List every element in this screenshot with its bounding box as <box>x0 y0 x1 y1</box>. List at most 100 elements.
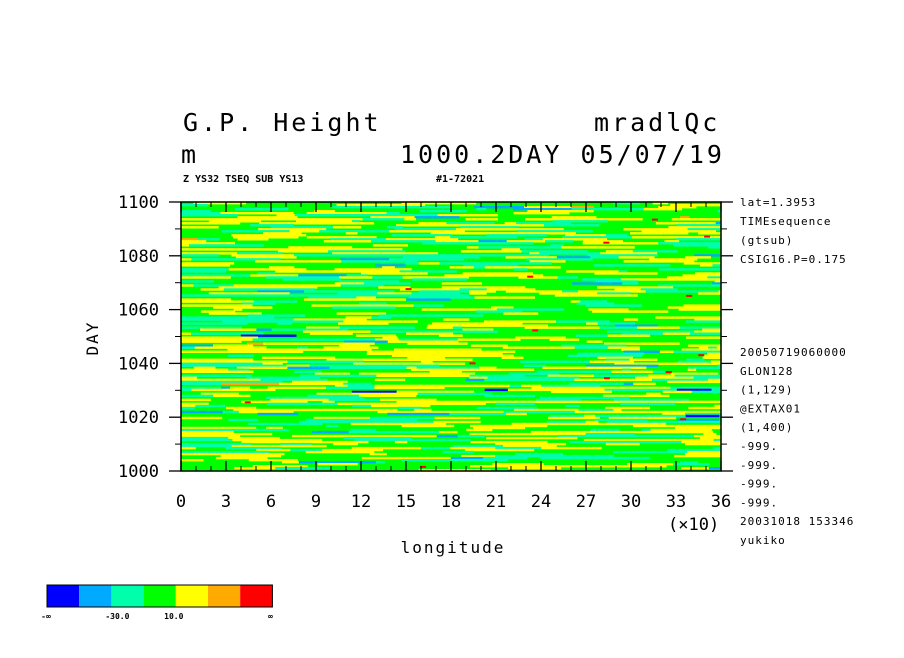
heatmap-cell <box>181 204 208 206</box>
heatmap-cell <box>412 278 467 280</box>
heatmap-cell <box>686 320 718 322</box>
heatmap-cell <box>224 288 240 290</box>
heatmap-cell <box>181 399 211 401</box>
heatmap-cell <box>610 435 674 437</box>
heatmap-cell <box>652 441 682 443</box>
heatmap-cell <box>708 246 721 248</box>
heatmap-cell <box>181 417 222 419</box>
heatmap-cell <box>419 262 440 264</box>
heatmap-cell <box>189 244 264 246</box>
heatmap-cell <box>181 248 258 250</box>
heatmap-cell <box>330 367 407 369</box>
heatmap-cell <box>483 457 527 459</box>
heatmap-cell <box>278 250 328 252</box>
heatmap-cell <box>439 335 463 337</box>
heatmap-cell <box>268 387 326 389</box>
heatmap-cell <box>346 232 358 234</box>
colorbar-label: -30.0 <box>105 612 129 621</box>
heatmap-cell <box>228 349 305 351</box>
heatmap-cell <box>414 304 444 306</box>
x-tick-label: 30 <box>621 492 641 512</box>
heatmap-cell <box>551 391 612 393</box>
heatmap-cell <box>660 351 674 353</box>
heatmap-cell <box>485 389 508 391</box>
heatmap-cell <box>495 403 535 405</box>
heatmap-cell <box>405 262 418 264</box>
heatmap-cell <box>547 401 582 403</box>
heatmap-cell <box>234 467 275 469</box>
chart-subtitle-right: #1-72021 <box>436 174 484 185</box>
heatmap-cell <box>437 214 498 216</box>
heatmap-cell <box>488 369 535 371</box>
y-tick-label: 1000 <box>118 462 159 482</box>
heatmap-cell <box>630 232 664 234</box>
heatmap-cell <box>362 298 407 300</box>
heatmap-cell <box>422 242 485 244</box>
heatmap-cell <box>637 327 680 329</box>
heatmap-cell <box>594 264 606 266</box>
info-lower-line: @EXTAX01 <box>740 402 801 415</box>
heatmap-cell <box>181 439 232 441</box>
chart-title: G.P. Height <box>183 108 382 137</box>
heatmap-cell <box>698 232 721 234</box>
heatmap-cell <box>246 377 320 379</box>
heatmap-cell <box>181 377 197 379</box>
heatmap-cell <box>583 242 659 244</box>
x-axis-unit-note: (×10) <box>668 515 719 535</box>
heatmap-cell <box>326 387 374 389</box>
heatmap-cell <box>437 327 453 329</box>
heatmap-cell <box>590 256 618 258</box>
heatmap-cell <box>443 451 474 453</box>
heatmap-cell <box>470 362 476 364</box>
heatmap-cell <box>633 383 655 385</box>
heatmap-cell <box>304 349 371 351</box>
heatmap-cell <box>386 282 411 284</box>
heatmap-cell <box>490 339 521 341</box>
heatmap-cell <box>542 367 584 369</box>
heatmap-cell <box>407 206 451 208</box>
heatmap-cell <box>527 276 533 278</box>
heatmap-cell <box>545 240 573 242</box>
colorbar-segment <box>144 585 176 607</box>
heatmap-cell <box>371 240 397 242</box>
x-tick-label: 24 <box>531 492 551 512</box>
heatmap-cell <box>598 322 635 324</box>
heatmap-cell <box>181 351 226 353</box>
heatmap-cell <box>181 294 254 296</box>
heatmap-cell <box>181 258 191 260</box>
heatmap-cell <box>312 431 349 433</box>
heatmap-cell <box>484 379 508 381</box>
chart-units: m <box>181 140 199 169</box>
heatmap-cell <box>520 361 590 363</box>
heatmap-cell <box>688 369 697 371</box>
info-upper: lat=1.3953TIMEsequence(gtsub)CSIG16.P=0.… <box>740 196 847 266</box>
info-lower-line: -999. <box>740 496 778 509</box>
heatmap-cell <box>659 268 691 270</box>
heatmap-cell <box>690 333 721 335</box>
heatmap-cell <box>234 395 250 397</box>
info-upper-line: lat=1.3953 <box>740 196 816 209</box>
heatmap-cell <box>418 393 493 395</box>
heatmap-cell <box>635 377 694 379</box>
heatmap-cell <box>349 431 396 433</box>
heatmap-cell <box>652 219 658 221</box>
heatmap-cell <box>395 441 407 443</box>
heatmap-cell <box>364 399 380 401</box>
heatmap-cell <box>181 300 240 302</box>
heatmap-cell <box>508 437 577 439</box>
info-upper-line: CSIG16.P=0.175 <box>740 253 847 266</box>
y-tick-label: 1020 <box>118 408 159 428</box>
heatmap-cell <box>376 461 385 463</box>
heatmap-cell <box>458 435 485 437</box>
heatmap-cell <box>421 447 450 449</box>
info-lower-line: GLON128 <box>740 365 793 378</box>
x-axis-title: longitude <box>401 538 506 557</box>
heatmap-cell <box>332 206 406 208</box>
heatmap-cell <box>426 457 451 459</box>
heatmap-cell <box>709 467 721 469</box>
heatmap-cell <box>351 423 386 425</box>
heatmap-cell <box>479 322 522 324</box>
heatmap-cell <box>451 457 483 459</box>
heatmap-cell <box>283 278 342 280</box>
